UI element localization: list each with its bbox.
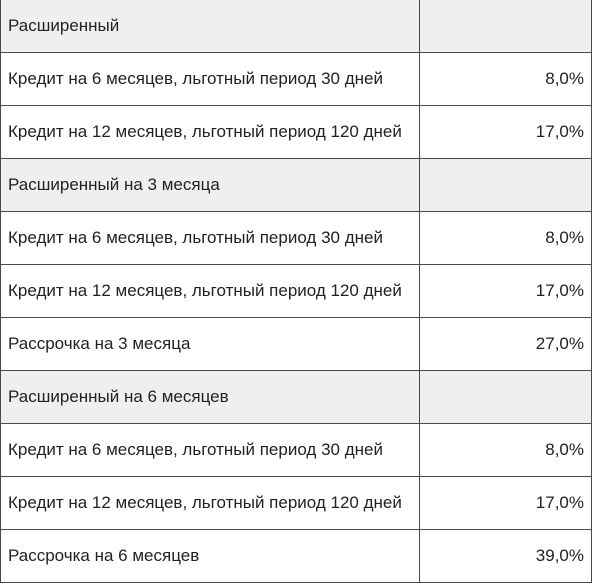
table-row: Кредит на 12 месяцев, льготный период 12… [0, 264, 592, 318]
table-row: Кредит на 6 месяцев, льготный период 30 … [0, 211, 592, 265]
row-label: Кредит на 6 месяцев, льготный период 30 … [0, 211, 420, 265]
table-group-row: Расширенный на 6 месяцев [0, 370, 592, 424]
row-label: Кредит на 12 месяцев, льготный период 12… [0, 105, 420, 159]
group-value [419, 0, 592, 53]
table-group-row: Расширенный на 3 месяца [0, 158, 592, 212]
group-value [419, 158, 592, 212]
row-label: Рассрочка на 6 месяцев [0, 529, 420, 583]
table-row: Кредит на 12 месяцев, льготный период 12… [0, 105, 592, 159]
group-label: Расширенный [0, 0, 420, 53]
row-value: 8,0% [419, 423, 592, 477]
group-value [419, 370, 592, 424]
row-label: Кредит на 12 месяцев, льготный период 12… [0, 476, 420, 530]
row-value: 27,0% [419, 317, 592, 371]
row-label: Кредит на 6 месяцев, льготный период 30 … [0, 52, 420, 106]
row-value: 8,0% [419, 211, 592, 265]
table-row: Кредит на 6 месяцев, льготный период 30 … [0, 52, 592, 106]
group-label: Расширенный на 3 месяца [0, 158, 420, 212]
row-value: 17,0% [419, 476, 592, 530]
row-label: Кредит на 12 месяцев, льготный период 12… [0, 264, 420, 318]
row-value: 39,0% [419, 529, 592, 583]
table-row: Кредит на 12 месяцев, льготный период 12… [0, 476, 592, 530]
row-value: 17,0% [419, 105, 592, 159]
row-label: Рассрочка на 3 месяца [0, 317, 420, 371]
table-row: Кредит на 6 месяцев, льготный период 30 … [0, 423, 592, 477]
table-group-row: Расширенный [0, 0, 592, 53]
table-row: Рассрочка на 6 месяцев 39,0% [0, 529, 592, 583]
row-label: Кредит на 6 месяцев, льготный период 30 … [0, 423, 420, 477]
group-label: Расширенный на 6 месяцев [0, 370, 420, 424]
row-value: 8,0% [419, 52, 592, 106]
table-row: Рассрочка на 3 месяца 27,0% [0, 317, 592, 371]
row-value: 17,0% [419, 264, 592, 318]
